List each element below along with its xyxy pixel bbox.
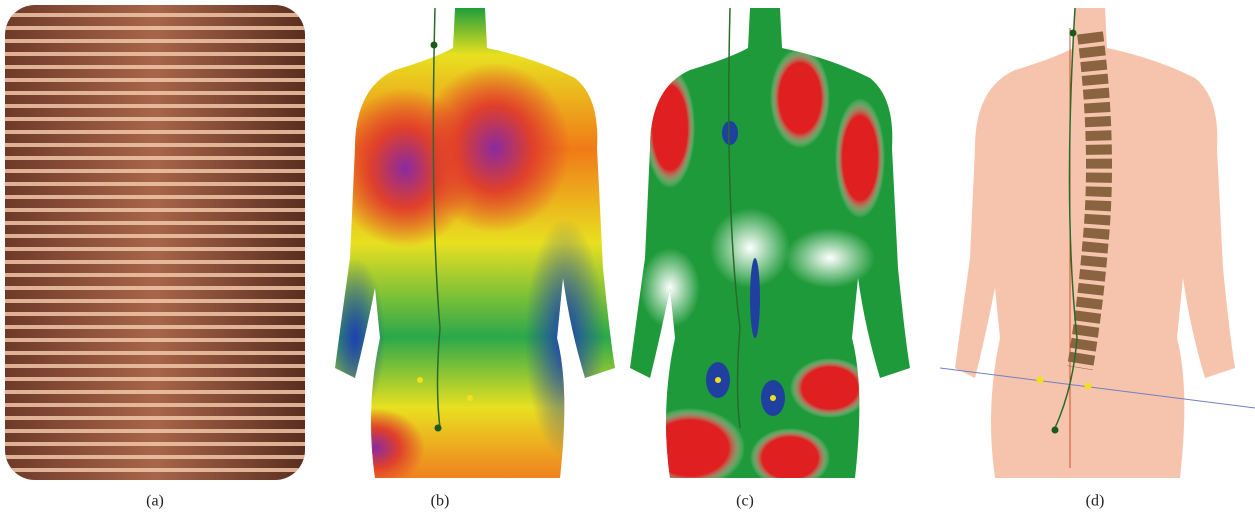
dimple [1036, 376, 1044, 384]
spine-line [432, 7, 441, 429]
blue-zone [750, 258, 760, 338]
dimple [770, 395, 776, 401]
cold-zone [525, 218, 605, 458]
vertebrae [1067, 31, 1112, 371]
spine-line [728, 7, 741, 429]
panel-label: (b) [431, 493, 450, 510]
panel-label: (d) [1086, 493, 1105, 510]
cold-zone [335, 258, 385, 418]
red-zone [770, 48, 830, 148]
white-zone [785, 228, 875, 288]
hot-spot [335, 408, 425, 478]
red-zone [645, 68, 695, 188]
stripe-projection [5, 5, 305, 480]
landmark [430, 41, 438, 49]
panel-d [939, 7, 1255, 478]
panel-a [5, 5, 305, 480]
red-zone [790, 358, 870, 418]
landmark [1051, 426, 1059, 434]
blue-zone [722, 121, 738, 145]
white-zone [710, 208, 790, 288]
landmark [434, 424, 442, 432]
pelvis-line [939, 367, 1255, 409]
white-zone [640, 248, 700, 328]
dimple [467, 395, 473, 401]
red-zone [750, 428, 830, 478]
panel-label: (c) [736, 493, 754, 510]
dimple [715, 377, 721, 383]
hot-spot [420, 63, 570, 233]
panel-b [335, 7, 615, 478]
red-zone [835, 98, 885, 218]
dimple [1084, 382, 1092, 390]
panel-c [630, 7, 910, 478]
dimple [417, 377, 423, 383]
spine-line [1054, 7, 1078, 429]
red-zone [635, 408, 745, 478]
panel-label: (a) [146, 493, 164, 510]
landmark [1069, 29, 1077, 37]
